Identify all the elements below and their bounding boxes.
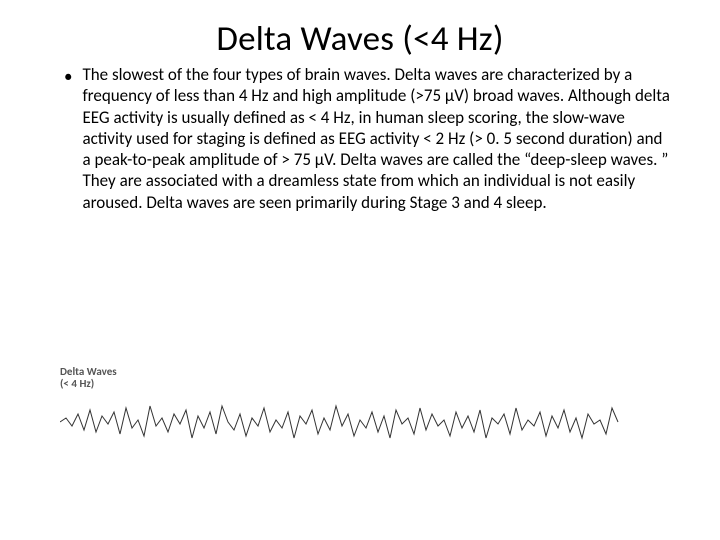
bullet-item: • The slowest of the four types of brain… [64, 64, 672, 213]
bullet-mark: • [64, 66, 72, 87]
wave-caption: Delta Waves (< 4 Hz) [60, 366, 660, 390]
bullet-text: The slowest of the four types of brain w… [82, 64, 672, 213]
wave-caption-line1: Delta Waves [60, 366, 660, 378]
wave-caption-line2: (< 4 Hz) [60, 378, 660, 390]
body-area: • The slowest of the four types of brain… [0, 64, 720, 213]
slide: Delta Waves (<4 Hz) • The slowest of the… [0, 18, 720, 540]
slide-title: Delta Waves (<4 Hz) [0, 18, 720, 60]
wave-figure: Delta Waves (< 4 Hz) [60, 366, 660, 448]
delta-wave-trace [60, 392, 620, 448]
wave-polyline [60, 406, 618, 438]
